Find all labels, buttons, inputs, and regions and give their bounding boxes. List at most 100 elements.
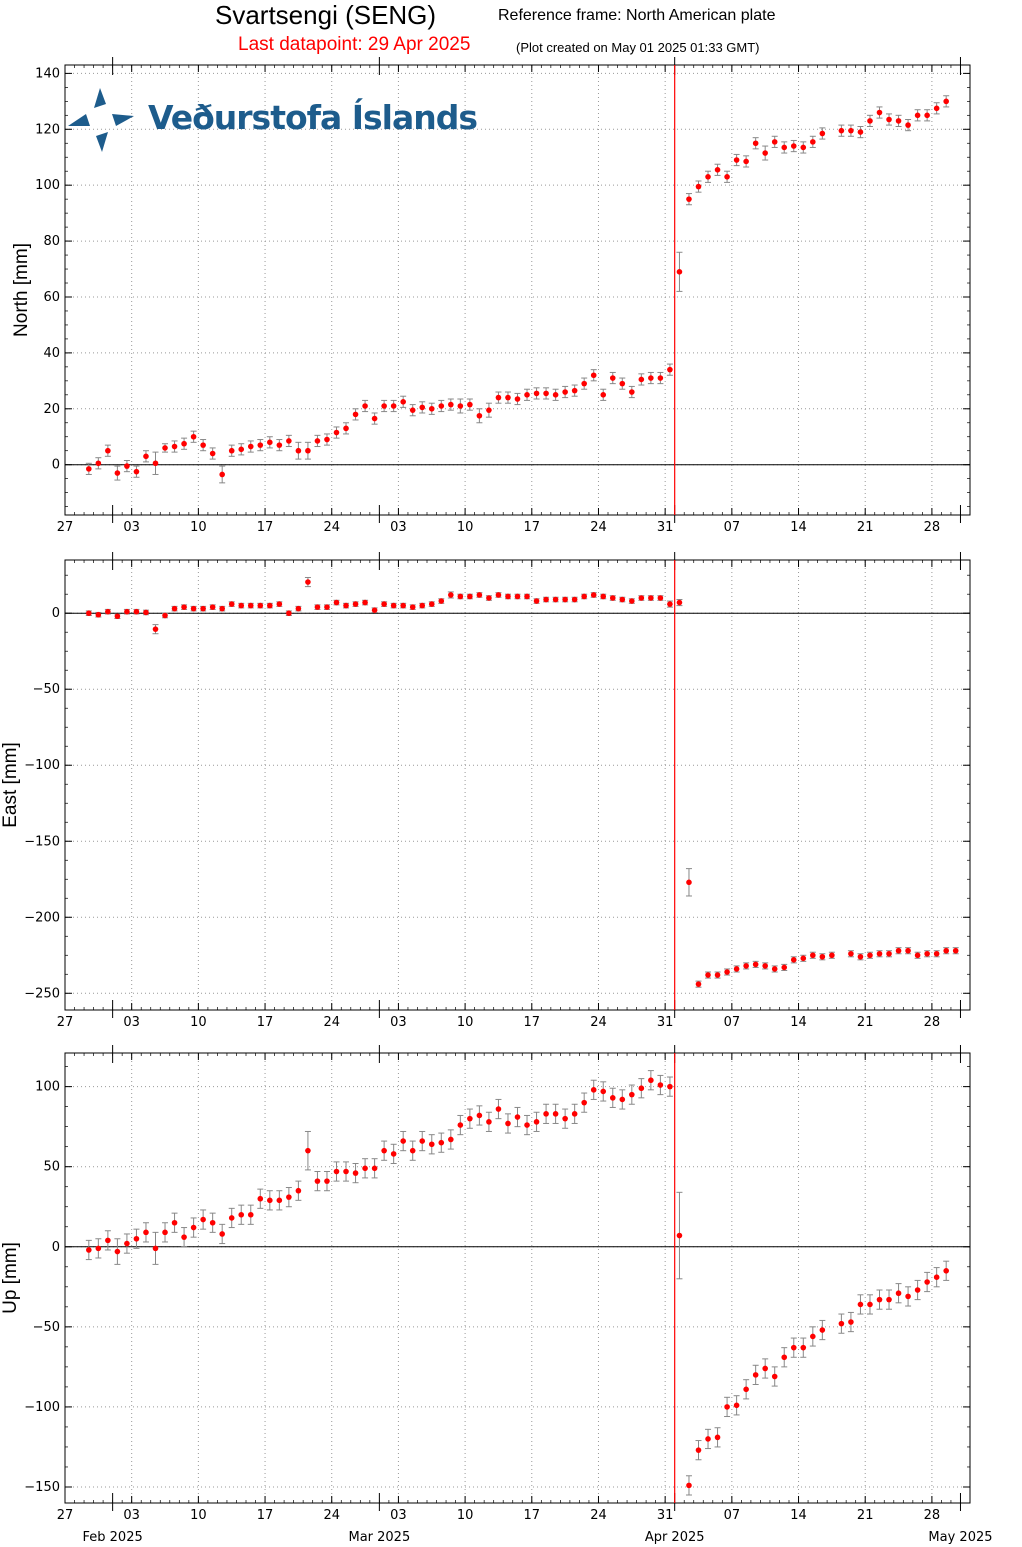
data-point bbox=[533, 598, 540, 604]
x-tick-label: 21 bbox=[857, 1015, 874, 1030]
data-point bbox=[933, 105, 940, 112]
data-point bbox=[724, 174, 730, 180]
data-point bbox=[400, 399, 406, 405]
data-point bbox=[390, 403, 397, 409]
data-point bbox=[838, 1320, 845, 1327]
data-point bbox=[609, 375, 616, 381]
x-tick-label: 07 bbox=[724, 1508, 741, 1523]
data-point bbox=[495, 592, 502, 598]
x-tick-label: 27 bbox=[57, 520, 74, 535]
data-point bbox=[895, 118, 902, 124]
data-point bbox=[486, 1119, 492, 1125]
data-point bbox=[543, 390, 549, 397]
y-tick-label: −100 bbox=[24, 1400, 60, 1415]
data-point bbox=[171, 605, 178, 612]
data-point bbox=[790, 1344, 797, 1351]
data-point bbox=[657, 595, 664, 601]
data-point bbox=[428, 1141, 435, 1148]
data-point bbox=[467, 1115, 473, 1122]
data-point bbox=[257, 1195, 264, 1202]
y-tick-label: 100 bbox=[35, 1080, 60, 1095]
logo-text: Veðurstofa Íslands bbox=[148, 98, 478, 137]
data-point bbox=[257, 442, 264, 448]
data-point bbox=[276, 601, 283, 607]
panel-2: 27 03 10 17 24 03 10 17 24 31 07 14 21 28 Feb 2025 Mar … bbox=[0, 1045, 993, 1545]
data-point bbox=[667, 1083, 673, 1090]
data-point bbox=[571, 596, 578, 603]
data-point bbox=[714, 1434, 721, 1441]
data-point bbox=[733, 966, 740, 972]
data-point bbox=[314, 604, 321, 610]
y-tick-label: 40 bbox=[43, 346, 60, 361]
x-tick-label: 10 bbox=[457, 520, 474, 535]
data-point bbox=[581, 380, 587, 387]
data-point bbox=[686, 196, 692, 202]
x-tick-label: 17 bbox=[257, 1508, 274, 1523]
data-point bbox=[448, 1136, 454, 1143]
data-point bbox=[924, 1279, 930, 1285]
data-point bbox=[381, 1147, 387, 1154]
data-point bbox=[419, 1138, 426, 1144]
data-point bbox=[467, 593, 473, 600]
data-point bbox=[609, 595, 616, 601]
data-point bbox=[524, 1122, 530, 1128]
data-point bbox=[848, 127, 854, 134]
data-point bbox=[505, 1120, 511, 1127]
data-point bbox=[457, 593, 464, 600]
data-point bbox=[810, 1333, 816, 1340]
data-point bbox=[571, 387, 578, 394]
data-point bbox=[181, 604, 187, 610]
x-tick-label: 21 bbox=[857, 520, 874, 535]
data-point bbox=[324, 1178, 330, 1184]
data-point bbox=[657, 1082, 664, 1088]
x-tick-label: 17 bbox=[524, 520, 541, 535]
data-point bbox=[781, 144, 788, 151]
x-tick-label: 14 bbox=[790, 1508, 807, 1523]
data-point bbox=[648, 595, 654, 601]
data-point bbox=[676, 599, 683, 606]
data-point bbox=[514, 593, 521, 600]
data-point bbox=[124, 608, 130, 615]
x-tick-label: 17 bbox=[524, 1508, 541, 1523]
data-point bbox=[409, 604, 416, 610]
data-point bbox=[457, 1122, 464, 1128]
data-point bbox=[428, 601, 435, 607]
data-point bbox=[714, 972, 721, 978]
data-point bbox=[933, 1274, 940, 1280]
y-tick-label: −150 bbox=[24, 834, 60, 849]
y-tick-label: 140 bbox=[35, 66, 60, 81]
data-point bbox=[333, 1168, 340, 1175]
data-point bbox=[409, 407, 416, 413]
data-point bbox=[695, 981, 702, 987]
data-point bbox=[114, 470, 121, 476]
x-tick-label: 27 bbox=[57, 1508, 74, 1523]
x-tick-label: 03 bbox=[390, 1508, 407, 1523]
data-point bbox=[714, 167, 721, 173]
data-point bbox=[286, 610, 292, 617]
x-tick-label: 07 bbox=[724, 1015, 741, 1030]
data-point bbox=[943, 98, 949, 105]
data-point bbox=[476, 1112, 483, 1119]
data-point bbox=[95, 460, 102, 467]
x-tick-label: 28 bbox=[924, 1508, 941, 1523]
y-tick-label: 60 bbox=[43, 290, 60, 305]
x-tick-label: 17 bbox=[257, 520, 274, 535]
x-tick-label: 24 bbox=[590, 1508, 607, 1523]
data-point bbox=[219, 1231, 225, 1237]
data-point bbox=[724, 969, 730, 975]
data-point bbox=[924, 112, 930, 119]
data-point bbox=[571, 1111, 578, 1117]
data-point bbox=[305, 447, 311, 454]
data-point bbox=[667, 366, 673, 373]
data-point bbox=[267, 439, 273, 446]
y-tick-label: −50 bbox=[33, 682, 60, 697]
data-point bbox=[762, 1365, 768, 1372]
data-point bbox=[419, 404, 426, 411]
y-tick-label: −100 bbox=[24, 758, 60, 773]
data-point bbox=[267, 602, 273, 609]
data-point bbox=[228, 601, 235, 607]
data-point bbox=[667, 601, 673, 607]
data-point bbox=[686, 1482, 692, 1489]
data-point bbox=[286, 1194, 292, 1200]
month-label: May 2025 bbox=[928, 1530, 992, 1545]
